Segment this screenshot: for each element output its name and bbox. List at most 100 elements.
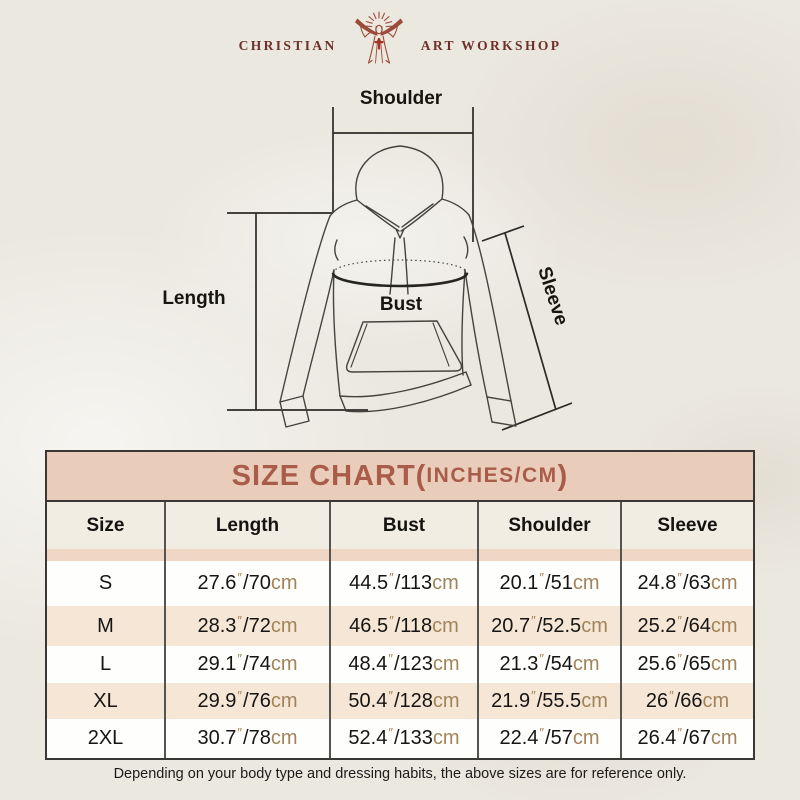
cm-value: 63 (688, 572, 711, 594)
size-label: L (99, 653, 112, 675)
separator: / (683, 614, 689, 637)
col-header-bust: Bust (329, 502, 477, 549)
inch-value: 30.7 (197, 727, 237, 749)
length-label: Length (162, 288, 225, 309)
cm-value: 78 (248, 727, 271, 749)
inch-mark: ″ (539, 651, 545, 666)
inch-mark: ″ (237, 612, 243, 628)
separator: / (243, 572, 249, 594)
size-label: S (98, 572, 113, 594)
inch-mark: ″ (237, 687, 243, 703)
cell-bust: 46.5 ″/118 cm (329, 606, 477, 646)
cm-label: cm (710, 614, 738, 637)
cell-bust: 52.4 ″/133 cm (329, 719, 477, 758)
brand-name-left: CHRISTIAN (238, 38, 337, 53)
inch-value: 46.5 (349, 614, 389, 637)
size-chart-title-text: SIZE CHART (231, 459, 416, 492)
cm-label: cm (432, 653, 460, 675)
separator: / (393, 653, 400, 675)
table-header-row: Size Length Bust Shoulder Sleeve (47, 502, 753, 549)
cm-value: 123 (399, 653, 433, 675)
inch-value: 22.4 (499, 727, 539, 749)
cm-label: cm (270, 653, 298, 675)
cm-value: 51 (550, 572, 573, 594)
separator: / (243, 727, 249, 749)
separator: / (545, 727, 551, 749)
cm-label: cm (432, 572, 459, 594)
col-header-length: Length (164, 502, 329, 549)
bust-line (331, 259, 469, 288)
size-chart-title: SIZE CHART(INCHES/CM) (47, 452, 753, 502)
reference-disclaimer: Depending on your body type and dressing… (113, 766, 687, 782)
bust-label: Bust (380, 294, 423, 315)
inch-mark: ″ (389, 570, 394, 585)
size-row-s: S 27.6 ″/70 cm 44.5 ″/113 cm 20.1 ″/51 cm 24.8… (47, 561, 753, 606)
cm-value: 54 (550, 653, 573, 675)
inch-mark: ″ (677, 651, 683, 666)
inch-value: 21.9 (491, 689, 531, 712)
size-row-xl: XL 29.9 ″/76 cm 50.4 ″/128 cm 21.9 ″/55.5 cm 2… (47, 683, 753, 719)
separator: / (394, 572, 401, 594)
cell-shoulder: 22.4 ″/57 cm (477, 719, 620, 758)
inch-value: 24.8 (637, 572, 677, 594)
inch-mark: ″ (677, 612, 683, 628)
inch-value: 27.6 (197, 572, 237, 594)
inch-value: 25.6 (637, 653, 677, 675)
cell-shoulder: 21.3 ″/54 cm (477, 646, 620, 683)
cm-label: cm (581, 689, 608, 712)
cm-value: 70 (248, 572, 271, 594)
spacer-cell (620, 549, 753, 561)
cm-value: 52.5 (542, 614, 582, 637)
size-label: XL (93, 689, 118, 712)
inch-value: 21.3 (499, 653, 539, 675)
inch-mark: ″ (677, 725, 683, 740)
cm-label: cm (572, 653, 600, 675)
inch-mark: ″ (389, 612, 394, 628)
cm-label: cm (270, 727, 298, 749)
inch-value: 29.1 (197, 653, 237, 675)
inch-value: 20.1 (499, 572, 539, 594)
cm-value: 67 (688, 727, 711, 749)
spacer-cell (164, 549, 329, 561)
cell-sleeve: 26 ″/66 cm (620, 683, 753, 719)
cm-value: 57 (550, 727, 573, 749)
spacer-cell (329, 549, 477, 561)
cm-label: cm (270, 614, 298, 637)
cm-value: 74 (248, 653, 271, 675)
cm-value: 76 (248, 689, 271, 712)
inch-value: 52.4 (348, 727, 388, 749)
cm-value: 128 (399, 689, 433, 712)
inch-mark: ″ (388, 687, 393, 703)
cm-value: 118 (400, 614, 433, 637)
cell-shoulder: 21.9 ″/55.5 cm (477, 683, 620, 719)
cm-label: cm (432, 614, 459, 637)
shoulder-label: Shoulder (360, 88, 443, 109)
separator: / (536, 689, 543, 712)
inch-value: 44.5 (349, 572, 389, 594)
inch-value: 50.4 (348, 689, 388, 712)
cell-bust: 44.5 ″/113 cm (329, 561, 477, 606)
size-label: 2XL (87, 727, 124, 749)
hoodie-measurement-diagram: Shoulder Length Bust Sleeve (162, 88, 573, 431)
cm-label: cm (270, 689, 298, 712)
inch-value: 20.7 (491, 614, 531, 637)
inch-mark: ″ (388, 725, 393, 740)
cell-length: 29.1 ″/74 cm (164, 646, 329, 683)
cm-value: 72 (248, 614, 271, 637)
jesus-with-rays-and-cross-icon (354, 11, 403, 64)
cell-sleeve: 26.4 ″/67 cm (620, 719, 753, 758)
size-chart-table: SIZE CHART(INCHES/CM) Size Length Bust S… (45, 450, 755, 760)
separator: / (683, 572, 689, 594)
inch-mark: ″ (539, 725, 545, 740)
inch-value: 28.3 (197, 614, 237, 637)
inch-mark: ″ (237, 570, 243, 585)
cm-label: cm (710, 653, 738, 675)
cell-bust: 48.4 ″/123 cm (329, 646, 477, 683)
cm-label: cm (702, 689, 730, 712)
cm-label: cm (432, 727, 460, 749)
inch-mark: ″ (388, 651, 393, 666)
cell-length: 27.6 ″/70 cm (164, 561, 329, 606)
spacer-cell (47, 549, 164, 561)
spacer-cell (477, 549, 620, 561)
